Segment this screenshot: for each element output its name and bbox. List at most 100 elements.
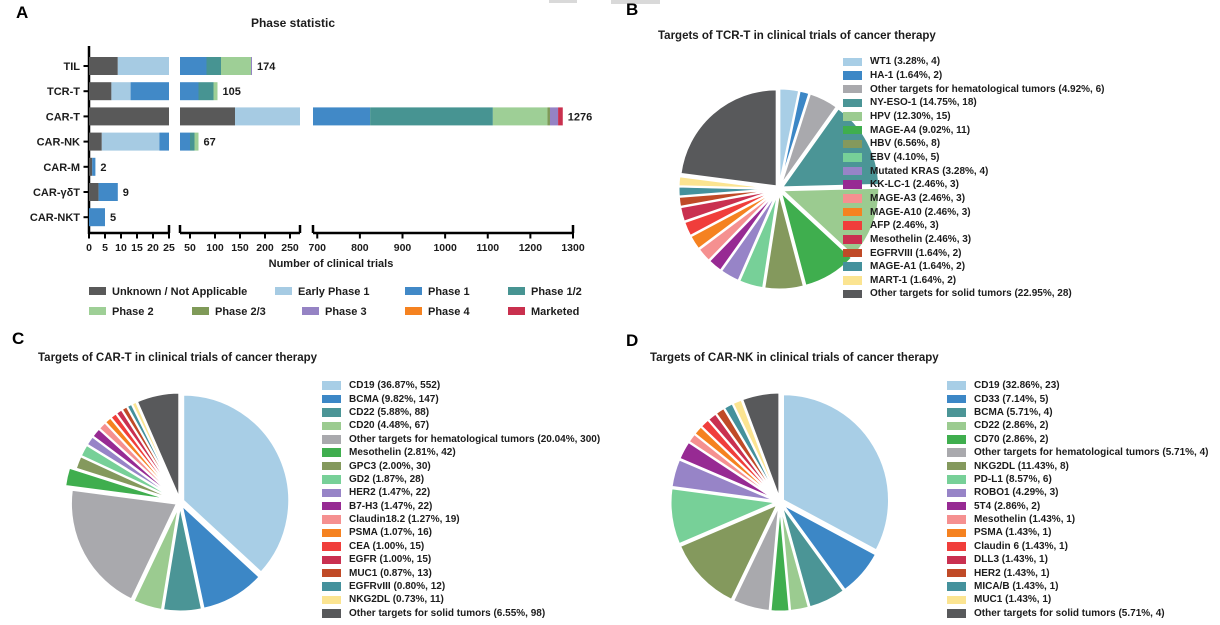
legend-swatch [947,609,966,618]
bar-segment [213,82,218,101]
car-nk-pie-chart [669,391,890,613]
legend-item: AFP (2.46%, 3) [843,219,1105,233]
pie-slice [180,504,261,610]
legend-label: MAGE-A4 (9.02%, 11) [870,124,971,136]
bar-segment [180,57,207,75]
legend-label: MAGE-A1 (1.64%, 2) [870,261,966,273]
legend-swatch [843,153,862,162]
pie-slice [782,393,890,552]
bar-segment [198,82,214,101]
legend-swatch [843,71,862,80]
legend-label: Phase 2/3 [215,306,266,318]
legend-label: CD33 (7.14%, 5) [974,393,1049,405]
pie-slice [135,391,181,500]
bar-segment [101,132,160,151]
bar-segment [180,132,190,151]
legend-item: MAGE-A3 (2.46%, 3) [843,192,1105,206]
bar-total-label: 5 [110,212,116,224]
panel-b-title: Targets of TCR-T in clinical trials of c… [658,30,936,42]
x-axis-tick-label: 700 [308,242,326,254]
legend-swatch [322,595,341,605]
phase-bar-chart: 0 5 10 15 20 25 50 100 150 200 250 700 800 900 1000 110… [30,46,592,318]
legend-label: Mesothelin (2.46%, 3) [870,233,972,245]
legend-swatch [843,125,862,135]
legend-item: Other targets for hematological tumors (… [843,82,1105,96]
legend-swatch [322,448,341,457]
legend-swatch [843,112,862,121]
legend-item: 5T4 (2.86%, 2) [947,500,1209,513]
bar-segment [180,82,199,101]
legend-swatch [843,276,862,285]
legend-item: MAGE-A1 (1.64%, 2) [843,260,1105,274]
legend-label: 5T4 (2.86%, 2) [974,500,1041,512]
legend-item: CD22 (2.86%, 2) [947,419,1209,432]
x-axis-tick-label: 50 [184,242,196,254]
legend-item: NY-ESO-1 (14.75%, 18) [843,96,1105,110]
pie-slice [779,92,838,187]
legend-label: Other targets for solid tumors (22.95%, … [870,288,1072,300]
bar-segment [89,208,105,227]
cropped-ui-artifact [549,0,577,3]
bar-total-label: 67 [204,137,216,149]
category-label: TCR-T [47,86,80,98]
pie-slice [679,503,779,601]
legend-label: NKG2DL (0.73%, 11) [349,594,444,606]
legend-swatch [322,381,341,390]
legend-item: CD19 (32.86%, 23) [947,379,1209,392]
bar-segment [89,107,169,126]
pie-slice [677,175,777,190]
legend-swatch [843,194,862,203]
legend-item: EGFRvIII (0.80%, 12) [322,580,600,593]
legend-item: MART-1 (1.64%, 2) [843,274,1105,288]
bar-segment [98,183,118,201]
bar-segment [194,132,199,151]
pie-slice [779,191,853,287]
legend-label: Marketed [531,306,579,318]
legend-swatch [322,394,341,404]
legend-label: GPC3 (2.00%, 30) [349,460,431,472]
legend-label: Phase 2 [112,306,154,318]
legend-swatch [508,287,525,295]
legend-label: B7-H3 (1.47%, 22) [349,500,433,512]
legend-swatch [322,461,341,471]
legend-swatch [322,568,341,578]
legend-item: DLL3 (1.43%, 1) [947,553,1209,566]
legend-swatch [322,582,341,591]
x-axis-tick-label: 1000 [433,242,457,254]
pie-slice [64,466,172,501]
legend-swatch [947,595,966,605]
legend-swatch [322,542,341,551]
legend-swatch [322,501,341,511]
legend-swatch [322,475,341,484]
legend-label: NY-ESO-1 (14.75%, 18) [870,97,977,109]
legend-swatch [843,57,862,67]
bar-segment [221,57,251,75]
legend-item: HPV (12.30%, 15) [843,110,1105,124]
x-axis-tick-label: 15 [131,242,143,254]
legend-label: EGFR (1.00%, 15) [349,554,432,566]
legend-swatch [322,408,341,417]
bar-segment [89,132,102,151]
legend-label: HPV (12.30%, 15) [870,110,951,122]
bar-total-label: 9 [123,187,129,199]
car-t-pie-legend: CD19 (36.87%, 552) BCMA (9.82%, 147) CD22 … [322,379,600,620]
legend-label: CEA (1.00%, 15) [349,540,425,552]
legend-item: MUC1 (0.87%, 13) [322,566,600,579]
legend-swatch [275,287,292,295]
legend-label: Early Phase 1 [298,286,370,298]
legend-item: Other targets for solid tumors (22.95%, … [843,287,1105,301]
bar-segment [549,107,559,126]
legend-label: MUC1 (1.43%, 1) [974,594,1052,606]
legend-label: EGFRvIII (0.80%, 12) [349,581,446,593]
pie-slice [781,503,877,592]
x-axis-tick-label: 10 [115,242,127,254]
legend-item: Other targets for hematological tumors (… [322,433,600,446]
legend-label: CD22 (5.88%, 88) [349,406,430,418]
legend-item: GD2 (1.87%, 28) [322,473,600,486]
category-label: TIL [64,61,81,73]
legend-swatch [843,98,862,108]
bar-segment [492,107,548,126]
legend-label: CD22 (2.86%, 2) [974,420,1049,432]
legend-label: Other targets for solid tumors (5.71%, 4… [974,607,1165,619]
